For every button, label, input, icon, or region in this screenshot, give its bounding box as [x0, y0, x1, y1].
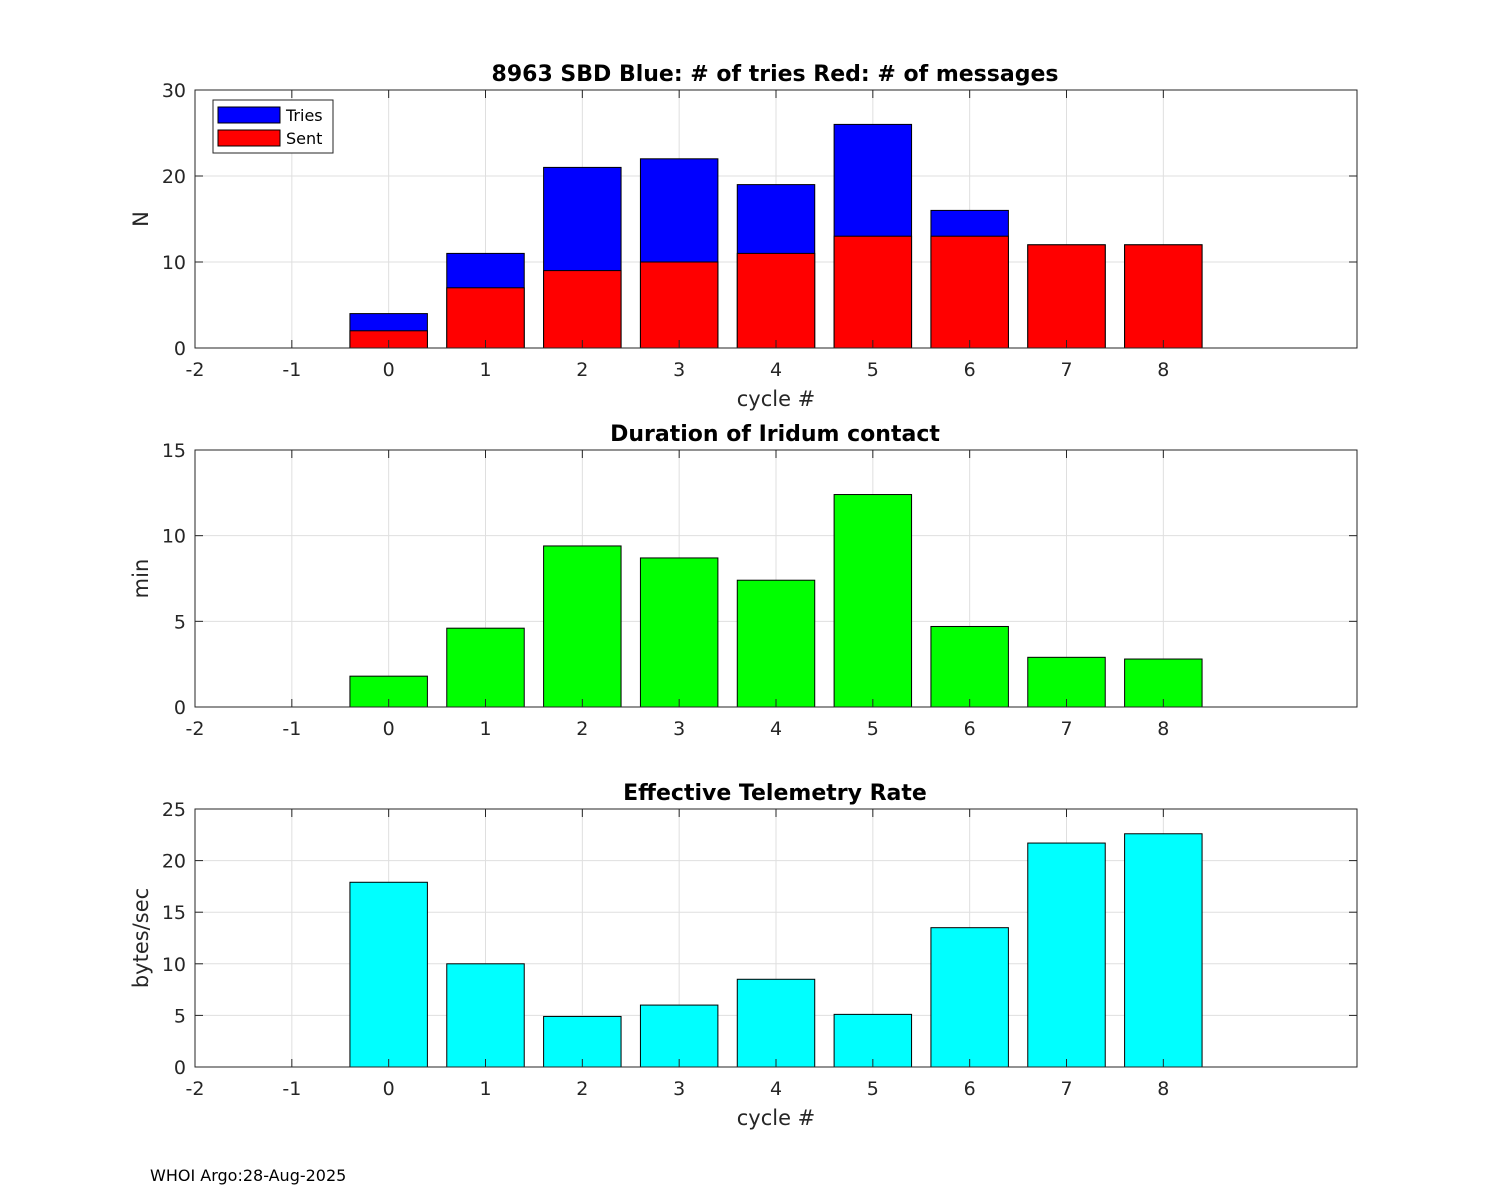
x-tick-label: 6 — [964, 718, 976, 740]
y-tick-label: 25 — [162, 799, 186, 821]
bar-rate-3 — [639, 1004, 719, 1068]
bar-duration-5 — [833, 494, 913, 708]
chart-title: Effective Telemetry Rate — [623, 781, 927, 806]
y-tick-label: 0 — [174, 1057, 186, 1079]
x-tick-label: 6 — [964, 359, 976, 381]
x-tick-label: 2 — [576, 718, 588, 740]
legend-label-sent: Sent — [286, 129, 322, 148]
x-tick-label: -2 — [186, 1078, 205, 1100]
y-tick-label: 5 — [174, 611, 186, 633]
legend-swatch-tries — [217, 106, 281, 124]
bar-sent-2 — [543, 270, 622, 349]
x-tick-label: 3 — [673, 359, 685, 381]
x-tick-label: 5 — [867, 1078, 879, 1100]
chart-title: 8963 SBD Blue: # of tries Red: # of mess… — [492, 62, 1059, 87]
y-axis-label: bytes/sec — [129, 888, 153, 988]
bar-duration-6 — [930, 625, 1009, 708]
bar-sent-3 — [639, 261, 719, 349]
legend-swatch-sent — [217, 129, 281, 147]
bar-sent-4 — [736, 252, 816, 349]
x-tick-label: -1 — [282, 718, 301, 740]
y-tick-label: 10 — [162, 252, 186, 274]
y-tick-label: 20 — [162, 166, 186, 188]
chart-sbd-tries-messages: -2 -1 0 1 2 3 4 5 6 7 8 0 10 20 30 8963 SBD Blue: # of … — [129, 62, 1358, 411]
x-tick-label: -2 — [186, 718, 205, 740]
x-tick-label: 7 — [1060, 359, 1072, 381]
x-tick-label: 8 — [1157, 718, 1169, 740]
footer-text: WHOI Argo:28-Aug-2025 — [150, 1166, 347, 1185]
chart-iridium-duration: -2 -1 0 1 2 3 4 5 6 7 8 0 5 10 15 Duration of Iridum co… — [129, 422, 1358, 740]
legend: Tries Sent — [212, 99, 334, 154]
x-tick-label: 1 — [479, 1078, 491, 1100]
x-tick-label: 6 — [964, 1078, 976, 1100]
bar-rate-7 — [1027, 842, 1106, 1068]
y-tick-label: 0 — [174, 338, 186, 360]
y-axis-label: N — [129, 211, 153, 227]
bar-rate-4 — [736, 978, 816, 1068]
x-axis-label: cycle # — [737, 387, 816, 411]
bar-rate-1 — [446, 963, 525, 1068]
y-axis-label: min — [129, 559, 153, 599]
bar-duration-7 — [1027, 656, 1106, 708]
x-tick-label: -1 — [282, 359, 301, 381]
x-tick-label: -2 — [186, 359, 205, 381]
bar-sent-5 — [833, 235, 913, 349]
x-tick-label: 5 — [867, 359, 879, 381]
bar-duration-2 — [543, 545, 622, 708]
bar-sent-7 — [1027, 244, 1106, 349]
bar-duration-1 — [446, 627, 525, 708]
bar-duration-3 — [639, 557, 719, 708]
bar-sent-8 — [1124, 244, 1203, 349]
x-tick-label: 4 — [770, 359, 782, 381]
y-tick-label: 10 — [162, 526, 186, 548]
x-tick-label: 5 — [867, 718, 879, 740]
x-tick-label: 1 — [479, 359, 491, 381]
x-tick-label: 0 — [383, 359, 395, 381]
x-tick-label: 4 — [770, 1078, 782, 1100]
y-tick-label: 0 — [174, 697, 186, 719]
y-tick-label: 30 — [162, 80, 186, 102]
x-tick-label: 7 — [1060, 718, 1072, 740]
x-axis-label: cycle # — [737, 1106, 816, 1130]
x-tick-label: 2 — [576, 359, 588, 381]
x-tick-label: 7 — [1060, 1078, 1072, 1100]
chart-telemetry-rate: -2 -1 0 1 2 3 4 5 6 7 8 0 5 10 15 20 25 Effective Telemet… — [129, 781, 1358, 1130]
bar-rate-0 — [349, 881, 428, 1068]
legend-label-tries: Tries — [285, 106, 323, 125]
x-tick-label: 4 — [770, 718, 782, 740]
bar-sent-6 — [930, 235, 1009, 349]
y-tick-label: 15 — [162, 440, 186, 462]
x-tick-label: 8 — [1157, 359, 1169, 381]
bar-rate-8 — [1124, 833, 1203, 1068]
x-tick-label: 3 — [673, 718, 685, 740]
bar-sent-1 — [446, 287, 525, 349]
y-tick-label: 15 — [162, 902, 186, 924]
y-tick-label: 20 — [162, 851, 186, 873]
x-tick-label: 0 — [383, 718, 395, 740]
y-tick-label: 5 — [174, 1005, 186, 1027]
bar-duration-4 — [736, 579, 816, 708]
chart-title: Duration of Iridum contact — [610, 422, 940, 447]
y-tick-label: 10 — [162, 954, 186, 976]
bar-rate-6 — [930, 927, 1009, 1068]
x-tick-label: 8 — [1157, 1078, 1169, 1100]
x-tick-label: 1 — [479, 718, 491, 740]
x-tick-label: 0 — [383, 1078, 395, 1100]
x-tick-label: 3 — [673, 1078, 685, 1100]
x-tick-label: 2 — [576, 1078, 588, 1100]
x-tick-label: -1 — [282, 1078, 301, 1100]
